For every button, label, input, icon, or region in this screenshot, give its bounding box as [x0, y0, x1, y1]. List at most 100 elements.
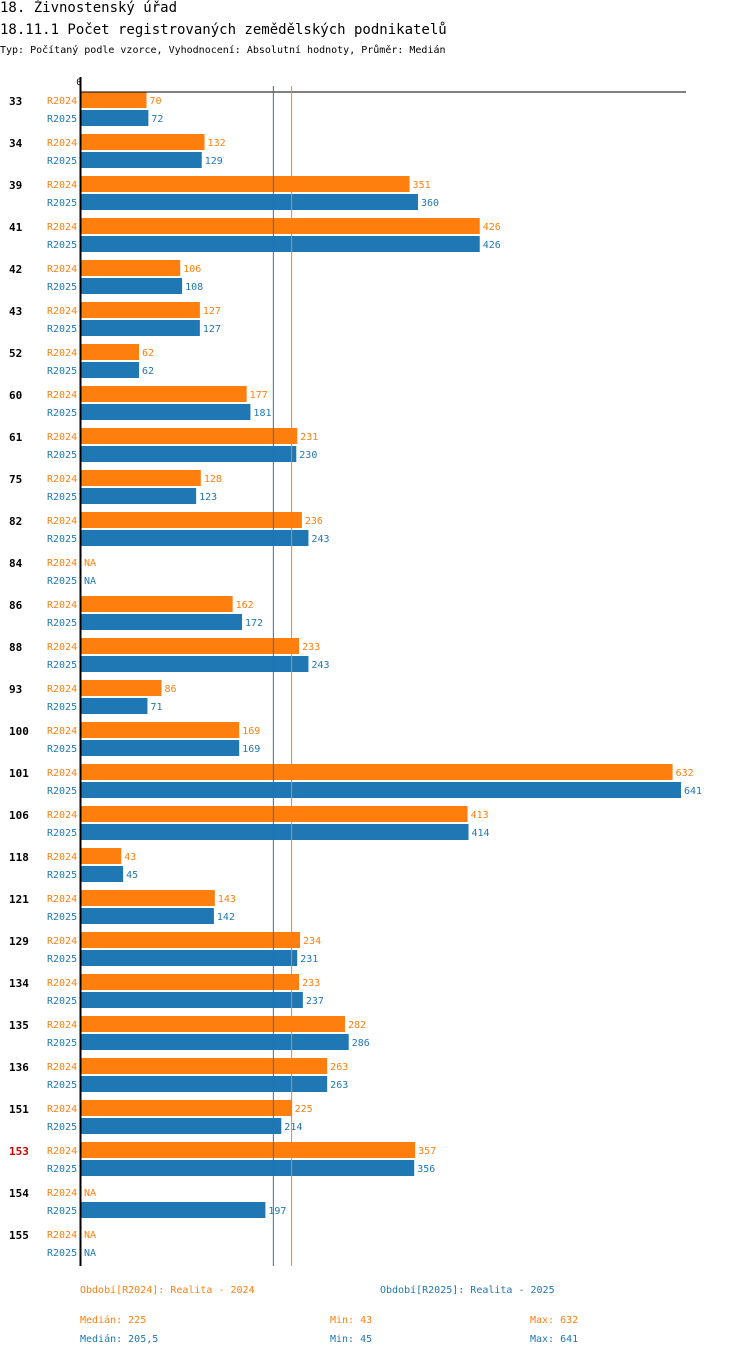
data-label: 360	[421, 198, 439, 209]
series-label: R2025	[47, 198, 77, 209]
series-label: R2024	[47, 180, 77, 191]
series-label: R2025	[47, 618, 77, 629]
bar	[81, 386, 247, 402]
data-label: 197	[268, 1206, 286, 1217]
data-label: 128	[204, 474, 222, 485]
data-label: 233	[302, 642, 320, 653]
category-label: 93	[9, 683, 22, 696]
page-title: 18. Živnostenský úřad	[0, 0, 178, 16]
bar	[81, 908, 214, 924]
category-label: 52	[9, 347, 22, 360]
bar	[81, 782, 681, 798]
data-label: 108	[185, 282, 203, 293]
data-label: 234	[303, 936, 321, 947]
bar	[81, 470, 201, 486]
series-label: R2024	[47, 894, 77, 905]
series-label: R2024	[47, 726, 77, 737]
series-label: R2024	[47, 600, 77, 611]
category-label: 136	[9, 1061, 29, 1074]
bar	[81, 1100, 292, 1116]
bar	[81, 680, 162, 696]
data-label: 162	[236, 600, 254, 611]
data-label: 62	[142, 348, 154, 359]
category-label: 134	[9, 977, 29, 990]
series-label: R2025	[47, 828, 77, 839]
data-label: 127	[203, 306, 221, 317]
bar	[81, 1160, 415, 1176]
series-label: R2024	[47, 768, 77, 779]
data-label: 231	[300, 954, 318, 965]
category-label: 101	[9, 767, 29, 780]
series-label: R2024	[47, 684, 77, 695]
series-label: R2025	[47, 1164, 77, 1175]
bar	[81, 1016, 345, 1032]
series-label: R2024	[47, 474, 77, 485]
category-label: 33	[9, 95, 22, 108]
data-label: 230	[299, 450, 317, 461]
series-label: R2024	[47, 96, 77, 107]
series-label: R2025	[47, 1038, 77, 1049]
bar	[81, 638, 300, 654]
series-label: R2025	[47, 996, 77, 1007]
series-label: R2025	[47, 1248, 77, 1259]
category-label: 86	[9, 599, 23, 612]
series-label: R2024	[47, 264, 77, 275]
data-label-na: NA	[84, 576, 96, 587]
series-label: R2024	[47, 516, 77, 527]
series-label: R2025	[47, 912, 77, 923]
bar	[81, 1118, 282, 1134]
bar	[81, 1202, 266, 1218]
series-label: R2025	[47, 408, 77, 419]
category-label: 100	[9, 725, 29, 738]
category-label: 42	[9, 263, 22, 276]
data-label: 357	[418, 1146, 436, 1157]
category-label: 153	[9, 1145, 29, 1158]
series-label: R2025	[47, 576, 77, 587]
bar	[81, 614, 242, 630]
series-label: R2025	[47, 744, 77, 755]
series-label: R2025	[47, 1080, 77, 1091]
category-label: 39	[9, 179, 22, 192]
bar	[81, 278, 183, 294]
bar	[81, 152, 202, 168]
legend-period-2024: Období[R2024]: Realita - 2024	[80, 1285, 255, 1296]
bar	[81, 1142, 416, 1158]
bar	[81, 344, 140, 360]
bar	[81, 488, 197, 504]
series-label: R2024	[47, 138, 77, 149]
data-label: 414	[472, 828, 490, 839]
bar	[81, 698, 148, 714]
data-label: 263	[330, 1062, 348, 1073]
data-label: 243	[311, 534, 329, 545]
category-label: 41	[9, 221, 23, 234]
data-label: 426	[483, 222, 501, 233]
min-2025: Min: 45	[330, 1334, 373, 1345]
series-label: R2025	[47, 114, 77, 125]
series-label: R2025	[47, 450, 77, 461]
data-label: 45	[126, 870, 138, 881]
data-label: 127	[203, 324, 221, 335]
legend-period-2025: Období[R2025]: Realita - 2025	[380, 1285, 555, 1296]
bar	[81, 656, 309, 672]
bar	[81, 824, 469, 840]
data-label: 282	[348, 1020, 366, 1031]
series-label: R2024	[47, 936, 77, 947]
series-label: R2024	[47, 1230, 77, 1241]
bar	[81, 1076, 328, 1092]
data-label: 72	[151, 114, 163, 125]
data-label: 177	[250, 390, 268, 401]
median-2025: Medián: 205,5	[80, 1334, 159, 1345]
series-label: R2024	[47, 810, 77, 821]
series-label: R2024	[47, 222, 77, 233]
bar	[81, 764, 673, 780]
series-label: R2024	[47, 306, 77, 317]
bar	[81, 950, 298, 966]
data-label: 106	[183, 264, 201, 275]
series-label: R2024	[47, 1104, 77, 1115]
data-label: 356	[417, 1164, 435, 1175]
data-label: 214	[284, 1122, 302, 1133]
bar	[81, 236, 480, 252]
data-label: 181	[253, 408, 271, 419]
bar	[81, 530, 309, 546]
data-label: 632	[676, 768, 694, 779]
